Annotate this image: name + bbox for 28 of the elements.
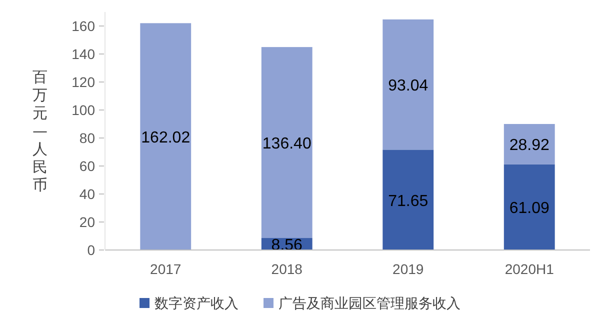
bar xyxy=(382,150,434,250)
y-tick-label: 100 xyxy=(72,102,96,118)
y-tick-label: 40 xyxy=(79,186,96,202)
x-tick-label: 2018 xyxy=(271,261,303,277)
legend-label: 广告及商业园区管理服务收入 xyxy=(278,296,460,312)
y-tick-label: 60 xyxy=(79,158,96,174)
data-label: 93.04 xyxy=(388,78,428,95)
data-label: 136.40 xyxy=(262,136,312,153)
x-tick-label: 2020H1 xyxy=(504,261,554,277)
bar xyxy=(382,19,434,150)
bar xyxy=(261,47,312,238)
y-tick-label: 0 xyxy=(87,242,96,258)
y-tick-label: 160 xyxy=(72,18,96,34)
data-label: 71.65 xyxy=(388,192,428,210)
data-label: 28.92 xyxy=(509,137,550,154)
y-tick-label: 140 xyxy=(72,46,96,62)
data-label: 162.02 xyxy=(141,130,190,147)
bar xyxy=(504,124,555,164)
x-tick-label: 2017 xyxy=(150,261,182,277)
bar xyxy=(140,23,192,250)
y-axis-title: 百万元—人民币 xyxy=(32,68,48,194)
legend-label: 数字资产收入 xyxy=(154,296,238,312)
x-tick-label: 2019 xyxy=(392,261,424,277)
y-tick-label: 20 xyxy=(79,214,96,230)
y-tick-label: 120 xyxy=(72,74,96,90)
data-label: 61.09 xyxy=(509,200,550,218)
y-tick-label: 80 xyxy=(79,130,96,146)
bar xyxy=(504,164,555,250)
